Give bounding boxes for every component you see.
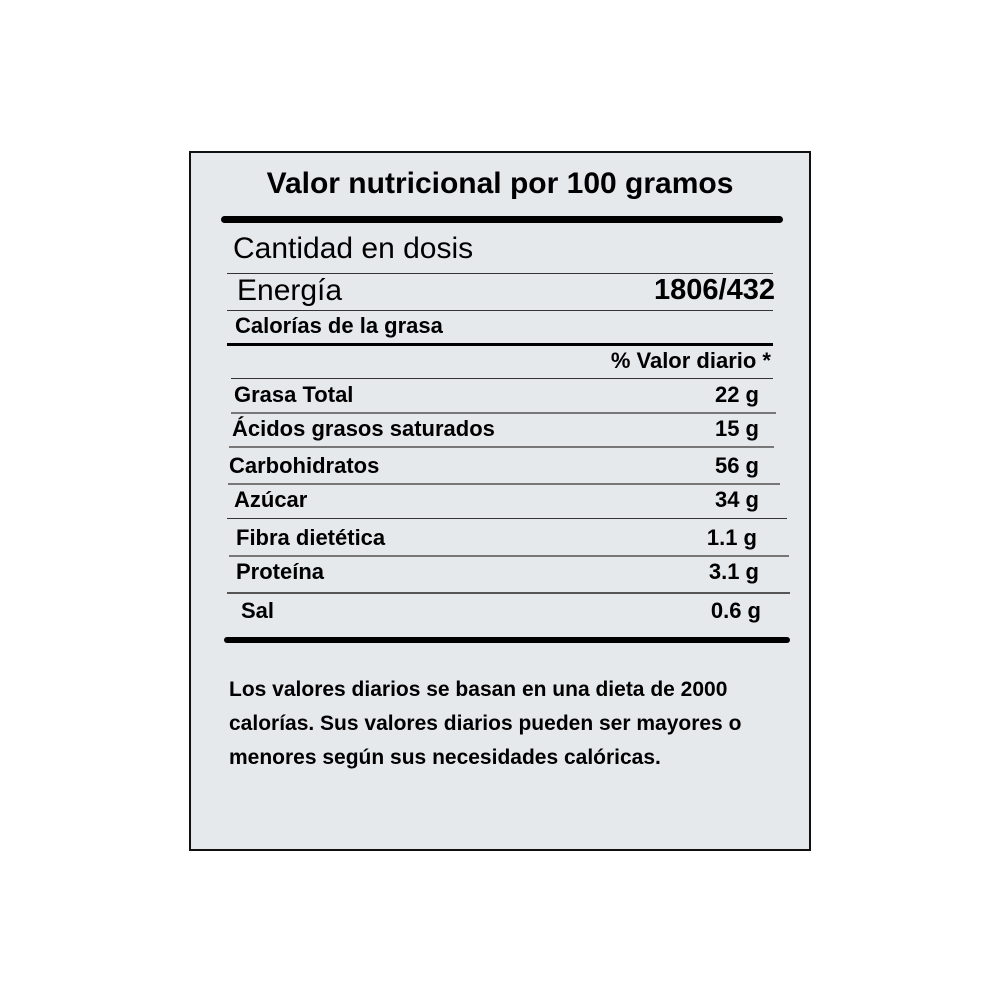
nutrient-value: 34 g <box>714 487 759 512</box>
nutrient-value: 1.1 g <box>706 525 757 550</box>
energy-label: Energía <box>237 274 343 307</box>
nutrient-value: 3.1 g <box>708 559 759 584</box>
nutrient-label: Sal <box>241 598 275 623</box>
nutrient-label: Azúcar <box>234 487 308 512</box>
nutrient-label: Proteína <box>236 559 325 584</box>
nutrition-label: Valor nutricional por 100 gramos Cantida… <box>189 151 811 851</box>
nutrient-label: Carbohidratos <box>229 453 380 478</box>
divider-medium <box>227 343 773 346</box>
divider <box>227 592 790 594</box>
divider <box>231 412 776 414</box>
fat-calories-label: Calorías de la grasa <box>235 313 443 338</box>
nutrient-label: Ácidos grasos saturados <box>232 416 495 441</box>
serving-label: Cantidad en dosis <box>233 232 474 265</box>
divider <box>227 518 787 519</box>
divider <box>227 310 773 311</box>
nutrient-value: 0.6 g <box>710 598 761 623</box>
nutrient-value: 15 g <box>714 416 759 441</box>
label-title: Valor nutricional por 100 gramos <box>266 167 734 200</box>
daily-value-header: % Valor diario * <box>610 348 771 373</box>
energy-value: 1806/432 <box>654 274 775 306</box>
nutrient-value: 56 g <box>714 453 759 478</box>
divider <box>227 273 773 274</box>
divider-thick <box>224 637 790 643</box>
divider <box>229 446 774 448</box>
nutrient-label: Fibra dietética <box>236 525 386 550</box>
nutrient-value: 22 g <box>714 382 759 407</box>
divider <box>231 378 773 379</box>
nutrient-label: Grasa Total <box>234 382 354 407</box>
divider <box>228 483 780 485</box>
footnote: Los valores diarios se basan en una diet… <box>229 678 742 769</box>
divider <box>229 555 789 557</box>
divider-thick <box>221 216 783 223</box>
